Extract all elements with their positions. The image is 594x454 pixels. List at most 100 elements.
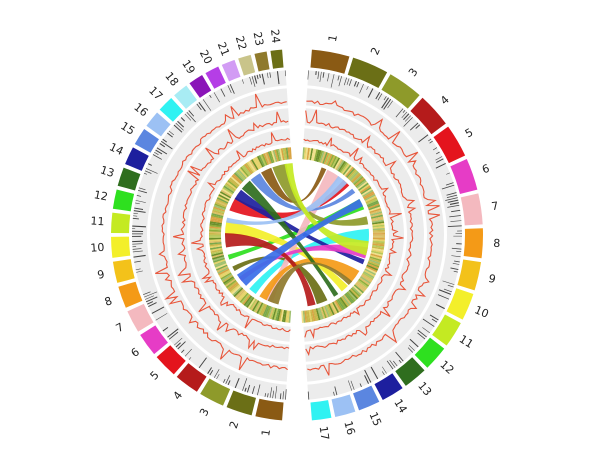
- heatmap-cell: [255, 156, 263, 169]
- heatmap-cell: [344, 293, 354, 304]
- heatmap-cell: [209, 243, 222, 247]
- heatmap-cell: [307, 310, 311, 323]
- density-tick: [377, 93, 383, 101]
- heatmap-cell: [267, 306, 273, 319]
- heatmap-cell: [249, 298, 257, 310]
- heatmap-cell: [232, 173, 243, 184]
- heatmap-cell: [251, 159, 259, 171]
- density-tick: [333, 391, 335, 396]
- density-tick: [450, 220, 462, 222]
- heatmap-cell: [210, 216, 223, 221]
- line-tracks: [155, 93, 441, 376]
- heatmap-cell: [305, 147, 309, 160]
- ideogram-left-chr-11: [111, 212, 131, 234]
- density-tick: [174, 337, 183, 346]
- ideogram-right-chr-7: [460, 193, 483, 226]
- heatmap-cell: [351, 286, 362, 296]
- density-tick: [422, 327, 430, 334]
- heatmap-cell: [367, 201, 380, 208]
- density-tick: [393, 360, 398, 367]
- line-track-2-1: [191, 132, 291, 333]
- density-tick: [167, 132, 173, 138]
- density-tick: [266, 72, 269, 79]
- heatmap-cell: [273, 308, 279, 321]
- density-tick: [134, 207, 144, 210]
- heatmap-cell: [212, 254, 225, 260]
- heatmap-cell: [360, 276, 371, 285]
- heatmap-cell: [280, 309, 284, 322]
- heatmap-cell: [371, 219, 384, 224]
- heatmap-cell: [357, 181, 368, 190]
- heatmap-cell: [220, 189, 232, 198]
- density-tick: [132, 243, 143, 245]
- heatmap-cell: [218, 268, 230, 276]
- heatmap-cell: [356, 179, 367, 189]
- heatmap-cell: [340, 162, 349, 174]
- link-ribbon: [249, 228, 369, 294]
- heatmap-cell: [366, 200, 379, 207]
- heatmap-cell: [350, 172, 361, 183]
- density-tick: [147, 301, 154, 305]
- label-right-chr-9: 9: [487, 272, 497, 286]
- heatmap-cell: [355, 282, 367, 291]
- label-left-chr-17: 17: [146, 84, 165, 103]
- heatmap-cell: [353, 284, 364, 294]
- heatmap-cell: [261, 153, 268, 166]
- heatmap-cell: [315, 308, 321, 321]
- density-tick: [417, 329, 427, 338]
- density-tick: [343, 77, 347, 86]
- heatmap-cell: [312, 148, 317, 161]
- label-left-chr-13: 13: [99, 163, 116, 180]
- heatmap-cell: [209, 232, 222, 235]
- heatmap-cell: [320, 151, 327, 164]
- heatmap-cell: [227, 179, 238, 189]
- density-tick: [186, 111, 196, 123]
- density-tick: [167, 328, 179, 338]
- density-tick: [353, 80, 357, 87]
- density-tick: [441, 184, 455, 190]
- heatmap-cell: [276, 308, 282, 322]
- ideogram-right-chr-4: [410, 97, 446, 135]
- density-tick: [151, 306, 165, 314]
- heatmap-cell: [330, 302, 338, 314]
- heatmap-cell: [352, 174, 363, 185]
- heatmap-cell: [279, 148, 284, 161]
- heatmap-cell: [274, 149, 279, 162]
- density-tick: [148, 302, 157, 307]
- heatmap-cell: [343, 165, 353, 177]
- ideogram-left-chr-4: [176, 363, 207, 392]
- heatmap-cell: [369, 256, 382, 262]
- density-tick: [160, 140, 173, 150]
- heatmap-cell: [347, 168, 357, 180]
- heatmap-cell: [265, 305, 272, 318]
- density-tick: [438, 289, 452, 295]
- heatmap-cell: [317, 307, 322, 320]
- density-tick: [147, 163, 152, 166]
- heatmap-cell: [362, 272, 374, 280]
- heatmap-cell: [318, 307, 324, 320]
- heatmap-cell: [210, 219, 223, 224]
- heatmap-cell: [370, 211, 383, 217]
- heatmap-cell: [239, 292, 249, 303]
- density-tick: [447, 204, 460, 208]
- heatmap-cell: [337, 298, 345, 310]
- heatmap-cell: [228, 178, 239, 188]
- ideogram-left-chr-21: [221, 59, 241, 82]
- heatmap-cell: [269, 150, 275, 163]
- link-ribbons: [225, 163, 369, 307]
- heatmap-cell: [339, 297, 348, 308]
- heatmap-cell: [275, 149, 281, 162]
- density-tick: [429, 314, 439, 321]
- ideogram-left-chr-7: [127, 303, 154, 332]
- density-tick: [202, 99, 212, 111]
- heatmap-cell: [242, 294, 251, 305]
- track-bg-2-0: [304, 108, 424, 362]
- density-tick: [138, 189, 148, 194]
- density-tick: [445, 197, 458, 201]
- heatmap-cell: [212, 208, 225, 214]
- track-bg-3-0: [303, 128, 404, 342]
- label-right-chr-10: 10: [473, 303, 491, 320]
- density-tick: [327, 73, 330, 82]
- heatmap-cell: [314, 308, 319, 321]
- density-tick: [447, 284, 454, 288]
